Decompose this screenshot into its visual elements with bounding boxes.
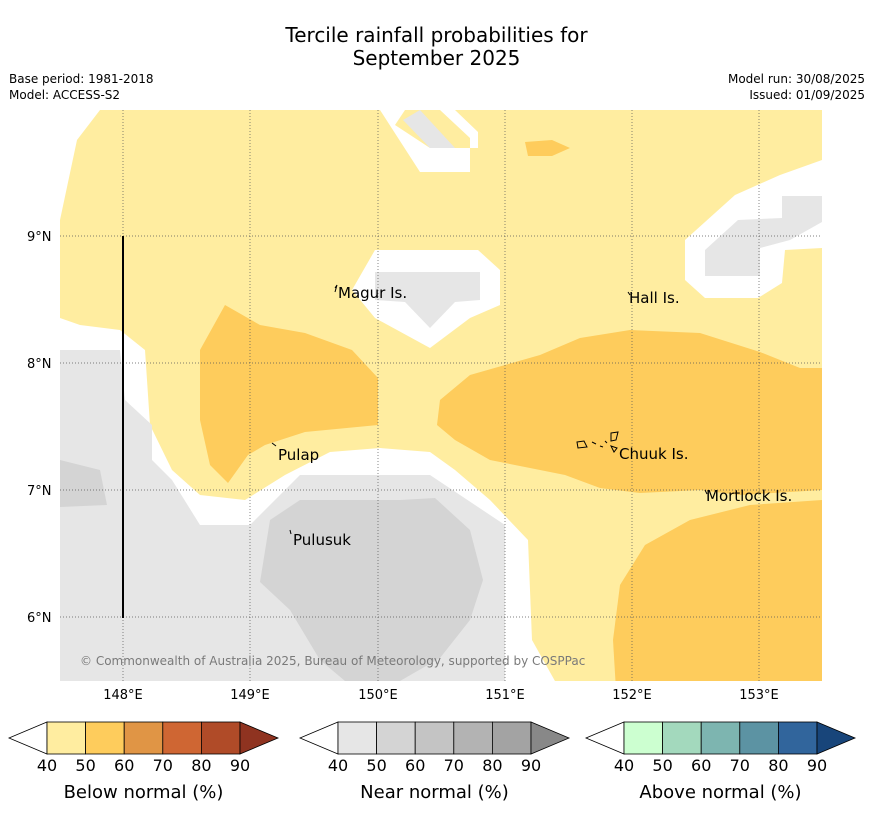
base-period-label: Base period: 1981-2018	[9, 72, 154, 86]
colorbar-segment	[85, 721, 125, 755]
colorbar-extension-low	[584, 721, 625, 755]
lon-tick-label: 148°E	[103, 688, 143, 703]
below-50-60-region	[613, 500, 822, 681]
chuuk-islands-shape	[576, 431, 619, 453]
colorbar-tick-label: 80	[191, 756, 211, 775]
lat-tick-label: 9°N	[27, 230, 52, 245]
colorbar-extension-low	[298, 721, 339, 755]
colorbar-title: Above normal (%)	[639, 782, 801, 803]
lat-tick-label: 7°N	[27, 484, 52, 499]
colorbar-tick-label: 90	[521, 756, 541, 775]
below-50-60-region	[200, 305, 378, 483]
colorbar-above: 40 50 60 70 80 90 Above normal (%)	[584, 721, 857, 803]
colorbar-segment	[414, 721, 455, 755]
colorbar-segment	[778, 721, 818, 755]
lon-tick-label: 151°E	[485, 688, 525, 703]
white-gap-region	[60, 110, 100, 220]
colorbar-title: Near normal (%)	[360, 782, 509, 803]
colorbar-segment	[337, 721, 377, 755]
colorbar-tick-label: 80	[482, 756, 502, 775]
colorbar-tick-label: 70	[444, 756, 464, 775]
colorbar-tick-label: 50	[366, 756, 386, 775]
colorbar-segment	[46, 721, 86, 755]
place-label-chuuk: Chuuk Is.	[619, 445, 688, 463]
place-label-pulap: Pulap	[278, 446, 319, 464]
colorbar-segment	[453, 721, 493, 755]
colorbar-tick-label: 80	[768, 756, 788, 775]
colorbar-tick-label: 70	[153, 756, 173, 775]
colorbar-segment	[739, 721, 779, 755]
colorbar-extension-high	[816, 721, 857, 755]
pulusuk-island-shape	[289, 529, 292, 535]
lon-tick-label: 153°E	[739, 688, 779, 703]
colorbar-extension-high	[530, 721, 571, 755]
place-label-pulusuk: Pulusuk	[293, 531, 351, 549]
near-40-50-region	[375, 272, 480, 328]
island-outlines	[271, 284, 708, 535]
colorbar-tick-label: 40	[37, 756, 57, 775]
colorbar-tick-label: 60	[691, 756, 711, 775]
below-50-60-region	[437, 330, 822, 495]
colorbar-segment	[491, 721, 532, 755]
metadata-right: Model run: 30/08/2025 Issued: 01/09/2025	[728, 71, 865, 103]
colorbar-tick-label: 40	[614, 756, 634, 775]
hall-island-shape	[627, 291, 631, 296]
place-label-mortlock: Mortlock Is.	[706, 487, 792, 505]
issued-label: Issued: 01/09/2025	[749, 88, 865, 102]
colorbar-segment	[123, 721, 164, 755]
map-title-line2: September 2025	[352, 46, 521, 70]
colorbar-tick-label: 50	[652, 756, 672, 775]
lat-tick-label: 6°N	[27, 611, 52, 626]
colorbar-segment	[162, 721, 202, 755]
colorbar-segment	[662, 721, 702, 755]
near-40-50-region	[403, 110, 455, 148]
lon-tick-label: 149°E	[230, 688, 270, 703]
colorbar-extension-low	[7, 721, 48, 755]
mortlock-island-shape	[704, 489, 708, 495]
place-label-hall: Hall Is.	[629, 289, 680, 307]
magur-island-shape	[334, 284, 338, 293]
colorbar-tick-label: 90	[230, 756, 250, 775]
colorbar-tick-label: 60	[405, 756, 425, 775]
colorbar-near: 40 50 60 70 80 90 Near normal (%)	[298, 721, 571, 803]
colorbar-title: Below normal (%)	[64, 782, 224, 803]
below-50-60-region	[525, 140, 570, 156]
colorbar-segment	[623, 721, 663, 755]
place-label-magur: Magur Is.	[338, 284, 407, 302]
colorbar-segment	[376, 721, 416, 755]
near-50-60-region	[60, 460, 107, 507]
white-gap-region	[380, 110, 478, 172]
colorbar-tick-label: 50	[75, 756, 95, 775]
colorbar-tick-label: 90	[807, 756, 827, 775]
lon-tick-label: 152°E	[612, 688, 652, 703]
colorbar-segment	[200, 721, 241, 755]
metadata-left: Base period: 1981-2018 Model: ACCESS-S2	[9, 71, 154, 103]
pulap-island-shape	[271, 442, 277, 447]
probability-field: © Commonwealth of Australia 2025, Bureau…	[60, 110, 822, 681]
model-run-label: Model run: 30/08/2025	[727, 72, 865, 86]
colorbar-extension-high	[239, 721, 280, 755]
colorbar-legends: 40 50 60 70 80 90 Below normal (%) 40 50 60 70 80 90…	[7, 721, 857, 803]
colorbar-segment	[700, 721, 741, 755]
colorbar-tick-label: 70	[730, 756, 750, 775]
near-40-50-region	[705, 196, 822, 276]
model-label: Model: ACCESS-S2	[9, 88, 121, 102]
colorbar-tick-label: 60	[114, 756, 134, 775]
colorbar-below: 40 50 60 70 80 90 Below normal (%)	[7, 721, 280, 803]
lon-tick-label: 150°E	[358, 688, 398, 703]
colorbar-tick-label: 40	[328, 756, 348, 775]
copyright-notice: © Commonwealth of Australia 2025, Bureau…	[80, 654, 585, 668]
lat-tick-label: 8°N	[27, 357, 52, 372]
near-50-60-region	[260, 498, 483, 681]
map-title-line1: Tercile rainfall probabilities for	[285, 23, 588, 47]
